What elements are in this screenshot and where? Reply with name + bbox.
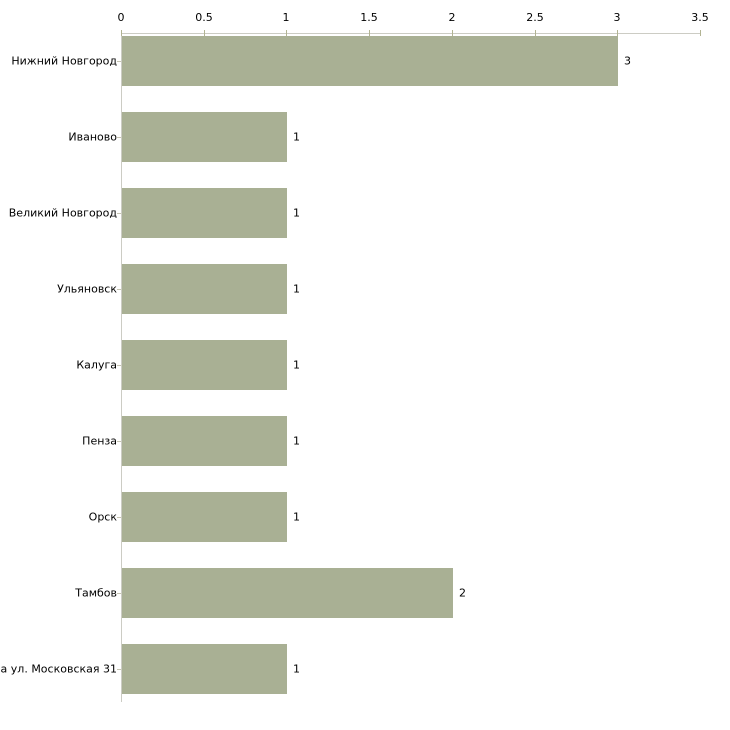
value-label: 1 xyxy=(293,510,300,524)
x-tick-label: 1 xyxy=(282,11,290,24)
value-label: 1 xyxy=(293,662,300,676)
value-label: 2 xyxy=(459,586,466,600)
value-label: 1 xyxy=(293,206,300,220)
category-tick-mark xyxy=(117,517,121,518)
category-label: Орск xyxy=(88,510,117,524)
y-axis-line xyxy=(121,33,122,702)
x-tick-mark xyxy=(369,30,370,36)
x-tick-label: 0.5 xyxy=(195,11,213,24)
x-tick-mark xyxy=(452,30,453,36)
category-tick-mark xyxy=(117,669,121,670)
bar xyxy=(122,264,287,314)
x-tick-mark xyxy=(204,30,205,36)
value-label: 1 xyxy=(293,434,300,448)
bar xyxy=(122,492,287,542)
bar xyxy=(122,340,287,390)
category-label: Иваново xyxy=(68,130,117,144)
bar xyxy=(122,644,287,694)
category-tick-mark xyxy=(117,137,121,138)
category-label: Великий Новгород xyxy=(8,206,117,220)
x-tick-label: 1.5 xyxy=(360,11,378,24)
category-label: Калуга xyxy=(76,358,117,372)
x-tick-label: 3.5 xyxy=(691,11,709,24)
value-label: 3 xyxy=(624,54,631,68)
category-tick-mark xyxy=(117,365,121,366)
bar xyxy=(122,568,453,618)
x-tick-mark xyxy=(535,30,536,36)
category-tick-mark xyxy=(117,289,121,290)
x-tick-label: 3 xyxy=(613,11,621,24)
value-label: 1 xyxy=(293,358,300,372)
x-axis-line xyxy=(121,33,701,34)
x-tick-mark xyxy=(617,30,618,36)
bar xyxy=(122,416,287,466)
bar xyxy=(122,188,287,238)
bar xyxy=(122,112,287,162)
category-label: га ул. Московская 31 xyxy=(0,662,117,676)
x-tick-mark xyxy=(700,30,701,36)
category-tick-mark xyxy=(117,441,121,442)
category-tick-mark xyxy=(117,61,121,62)
category-label: Пенза xyxy=(82,434,117,448)
bar xyxy=(122,36,618,86)
x-tick-label: 0 xyxy=(117,11,125,24)
x-tick-mark xyxy=(286,30,287,36)
category-label: Нижний Новгород xyxy=(11,54,117,68)
category-label: Ульяновск xyxy=(57,282,117,296)
category-tick-mark xyxy=(117,213,121,214)
x-tick-mark xyxy=(121,30,122,36)
category-label: Тамбов xyxy=(75,586,117,600)
x-tick-label: 2.5 xyxy=(526,11,544,24)
value-label: 1 xyxy=(293,130,300,144)
value-label: 1 xyxy=(293,282,300,296)
category-tick-mark xyxy=(117,593,121,594)
x-tick-label: 2 xyxy=(448,11,456,24)
